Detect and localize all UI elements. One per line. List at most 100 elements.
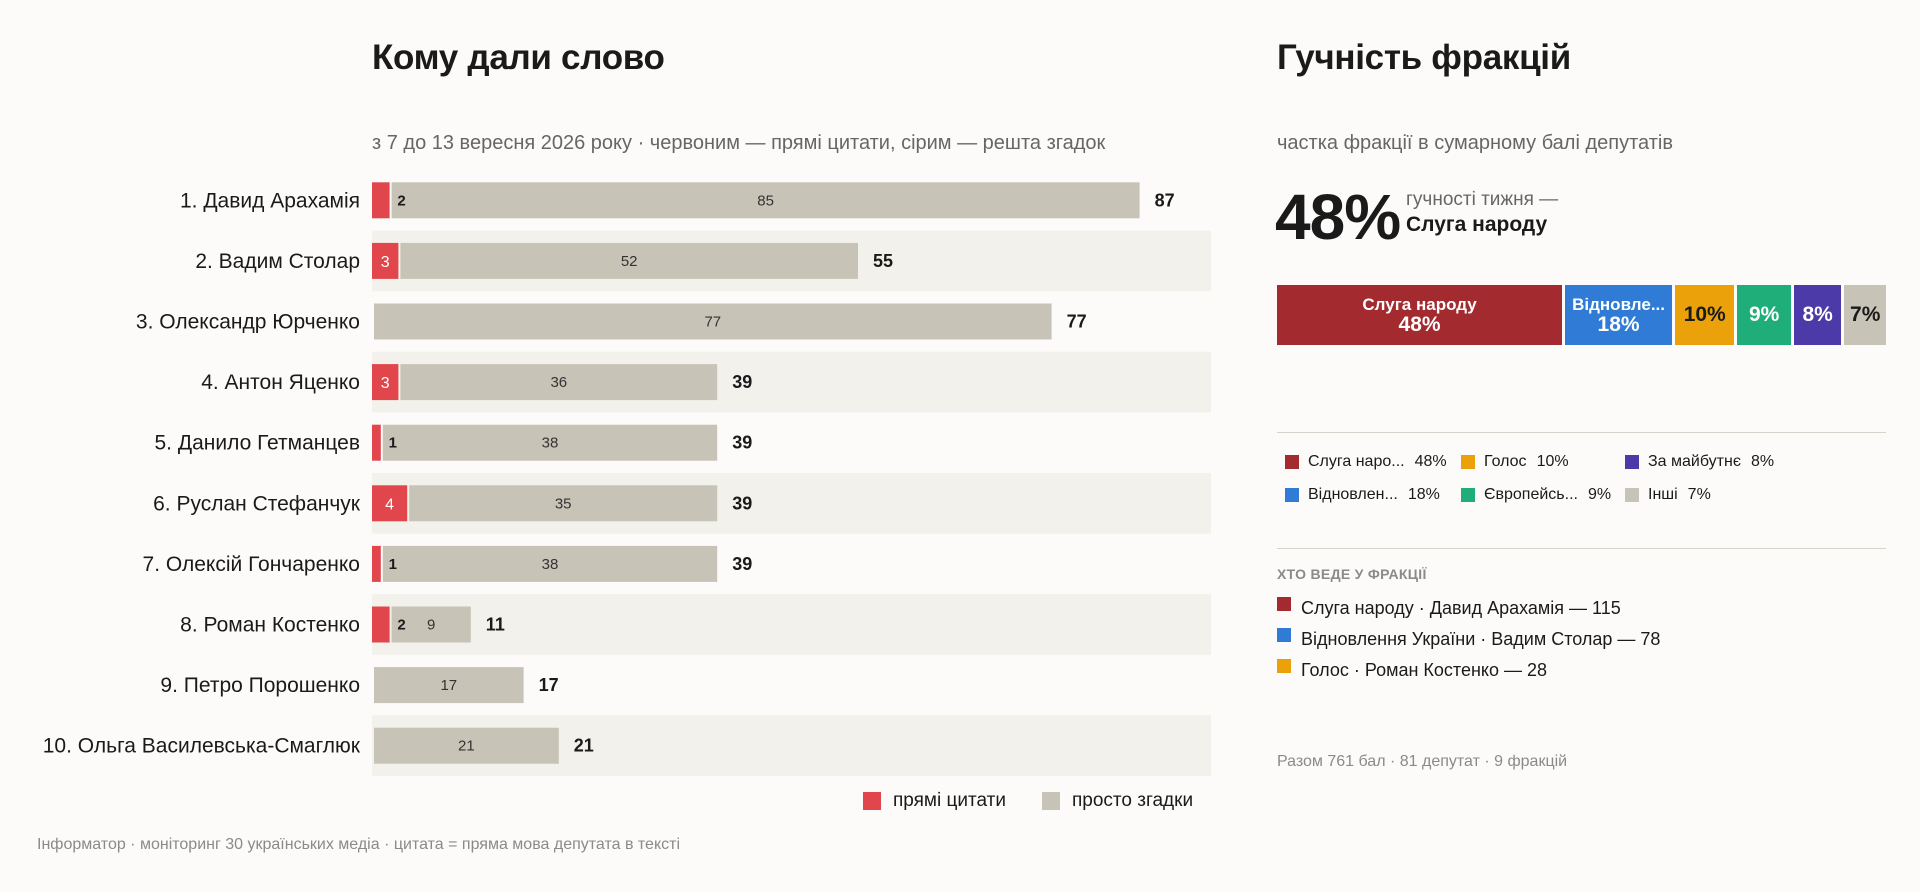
share-segment-pct: 8% bbox=[1802, 303, 1833, 326]
bar-mentions bbox=[409, 485, 718, 522]
bar-total-value: 17 bbox=[539, 675, 559, 695]
faction-swatch bbox=[1625, 488, 1639, 502]
share-segment-pct: 18% bbox=[1597, 312, 1640, 336]
faction-swatch bbox=[1625, 455, 1639, 469]
faction-legend-item: Інші 7% bbox=[1625, 486, 1711, 504]
bar-quotes-value: 3 bbox=[381, 375, 390, 392]
bar-mentions bbox=[382, 424, 718, 461]
bar-mentions-value: 36 bbox=[550, 374, 567, 391]
bar-mentions-value: 38 bbox=[542, 556, 559, 573]
bar-mentions-value: 17 bbox=[440, 677, 457, 694]
legend-item-mentions: просто згадки bbox=[1042, 790, 1193, 812]
share-segment: 10% bbox=[1675, 285, 1735, 345]
source-footer: Інформатор · моніторинг 30 українських м… bbox=[37, 836, 681, 853]
faction-legend-item: Відновлен... 18% bbox=[1285, 486, 1440, 504]
bar-quotes-value: 3 bbox=[381, 254, 390, 271]
legend-label-mentions: просто згадки bbox=[1072, 790, 1194, 811]
share-segment: 9% bbox=[1737, 285, 1791, 345]
top-faction-caption: гучності тижня — bbox=[1406, 189, 1559, 210]
bar-quotes-value: 1 bbox=[389, 556, 397, 573]
bar-mentions-value: 21 bbox=[458, 738, 475, 755]
bar-category-label: 5. Данило Гетманцев bbox=[155, 432, 361, 455]
faction-legend-item: Слуга наро... 48% bbox=[1285, 453, 1447, 471]
faction-legend-name: Європейсь... bbox=[1484, 486, 1578, 503]
legend-swatch-mentions bbox=[1042, 792, 1060, 810]
leader-text: Голос · Роман Костенко — 28 bbox=[1301, 660, 1548, 680]
factions-subtitle: частка фракції в сумарному балі депутаті… bbox=[1277, 132, 1673, 154]
top-faction-name: Слуга народу bbox=[1406, 213, 1548, 236]
bar-category-label: 10. Ольга Василевська-Смаглюк bbox=[43, 735, 361, 758]
bar-category-label: 4. Антон Яценко bbox=[201, 371, 360, 394]
share-segment-pct: 48% bbox=[1398, 312, 1441, 336]
faction-legend-name: Відновлен... bbox=[1308, 486, 1398, 503]
bar-mentions bbox=[400, 364, 718, 401]
bar-category-label: 1. Давид Арахамія bbox=[180, 189, 360, 212]
bar-quotes-value: 2 bbox=[397, 617, 405, 634]
bar-category-label: 7. Олексій Гончаренко bbox=[143, 553, 360, 576]
share-segment: 7% bbox=[1844, 285, 1886, 345]
faction-legend-pct: 9% bbox=[1587, 486, 1612, 503]
share-segment: Відновле... 18% bbox=[1565, 285, 1673, 345]
bar-category-label: 9. Петро Порошенко bbox=[160, 674, 360, 697]
faction-legend-pct: 10% bbox=[1536, 453, 1569, 470]
bar-mentions bbox=[382, 545, 718, 582]
legend-label-quotes: прямі цитати bbox=[893, 790, 1006, 811]
faction-legend-pct: 48% bbox=[1414, 453, 1447, 470]
chart-title: Кому дали слово bbox=[372, 38, 665, 77]
share-segment-pct: 10% bbox=[1683, 303, 1726, 326]
bar-quotes-value: 1 bbox=[389, 435, 397, 452]
bar-category-label: 6. Руслан Стефанчук bbox=[153, 492, 361, 515]
bar-mentions bbox=[391, 606, 471, 643]
legend-swatch-quotes bbox=[863, 792, 881, 810]
faction-swatch bbox=[1285, 488, 1299, 502]
faction-legend-pct: 8% bbox=[1750, 453, 1775, 470]
faction-legend-name: Голос bbox=[1484, 453, 1527, 470]
bar-mentions-value: 52 bbox=[621, 253, 638, 270]
bar-quotes-value: 4 bbox=[385, 496, 394, 513]
faction-legend-name: Слуга наро... bbox=[1308, 453, 1405, 470]
leader-swatch bbox=[1277, 658, 1291, 673]
share-segment-label: Слуга народу bbox=[1362, 294, 1477, 314]
leader-swatch bbox=[1277, 596, 1291, 611]
legend-item-quotes: прямі цитати bbox=[863, 790, 1006, 812]
bar-quotes bbox=[372, 182, 390, 219]
divider bbox=[1277, 548, 1886, 549]
faction-legend-pct: 7% bbox=[1687, 486, 1711, 503]
leader-row: Голос · Роман Костенко — 28 bbox=[1277, 658, 1548, 681]
share-segment: Слуга народу 48% bbox=[1277, 285, 1563, 345]
bar-category-label: 3. Олександр Юрченко bbox=[136, 311, 360, 334]
bar-total-value: 87 bbox=[1155, 190, 1175, 210]
bar-total-value: 39 bbox=[732, 554, 752, 574]
bar-mentions-value: 38 bbox=[542, 435, 559, 452]
bar-mentions bbox=[400, 242, 858, 279]
chart-subtitle: з 7 до 13 вересня 2026 року · червоним —… bbox=[372, 132, 1106, 154]
bar-category-label: 8. Роман Костенко bbox=[180, 614, 360, 637]
divider bbox=[1277, 432, 1886, 433]
faction-legend-item: Голос 10% bbox=[1461, 453, 1569, 471]
leader-swatch bbox=[1277, 627, 1291, 642]
bar-mentions bbox=[374, 667, 524, 704]
leader-text: Слуга народу · Давид Арахамія — 115 bbox=[1301, 598, 1621, 618]
bar-mentions bbox=[391, 182, 1140, 219]
bar-total-value: 39 bbox=[732, 372, 752, 392]
summary-footer: Разом 761 бал · 81 депутат · 9 фракцій bbox=[1277, 753, 1568, 770]
share-segment: 8% bbox=[1793, 285, 1842, 345]
faction-swatch bbox=[1461, 455, 1475, 469]
faction-swatch bbox=[1285, 455, 1299, 469]
bar-total-value: 77 bbox=[1067, 312, 1087, 332]
faction-legend-item: За майбутнє 8% bbox=[1625, 453, 1774, 471]
bar-quotes bbox=[372, 606, 390, 643]
share-segment-pct: 9% bbox=[1748, 303, 1780, 326]
bar-mentions bbox=[374, 727, 559, 764]
leader-text: Відновлення України · Вадим Столар — 78 bbox=[1301, 629, 1661, 649]
bar-total-value: 21 bbox=[574, 736, 594, 756]
bar-quotes bbox=[372, 424, 381, 461]
faction-legend-name: За майбутнє bbox=[1648, 453, 1741, 470]
faction-legend-item: Європейсь... 9% bbox=[1461, 486, 1611, 504]
bar-total-value: 39 bbox=[732, 493, 752, 513]
faction-legend-name: Інші bbox=[1648, 486, 1678, 503]
bar-total-value: 39 bbox=[732, 433, 752, 453]
bar-mentions-value: 85 bbox=[757, 192, 774, 209]
bar-quotes bbox=[372, 242, 399, 279]
stacked-bar-chart: 1. Давид Арахамія 2 85 872. Вадим Столар 3 52… bbox=[43, 182, 1211, 776]
